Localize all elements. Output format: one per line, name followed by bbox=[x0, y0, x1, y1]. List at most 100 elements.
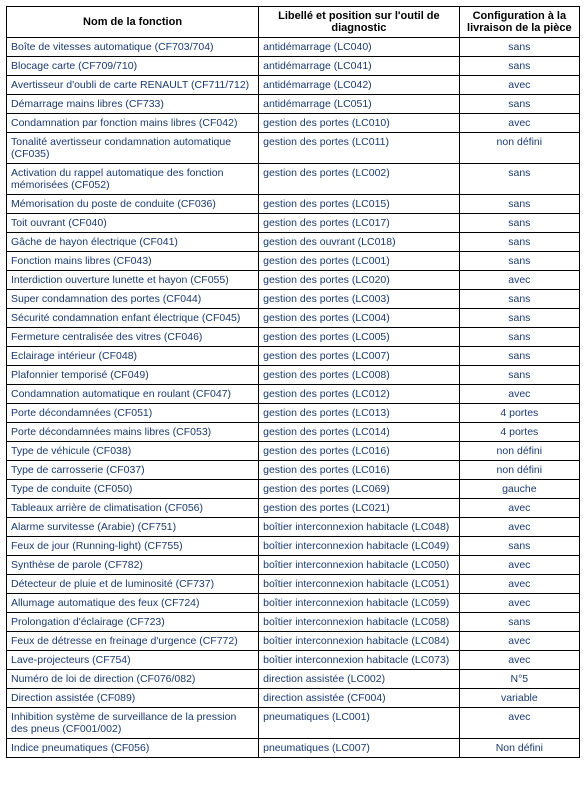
cell-name: Plafonnier temporisé (CF049) bbox=[7, 366, 259, 385]
cell-name: Lave-projecteurs (CF754) bbox=[7, 651, 259, 670]
cell-conf: sans bbox=[459, 195, 579, 214]
cell-diag: antidémarrage (LC042) bbox=[259, 76, 460, 95]
cell-conf: sans bbox=[459, 164, 579, 195]
cell-diag: boîtier interconnexion habitacle (LC058) bbox=[259, 613, 460, 632]
cell-diag: boîtier interconnexion habitacle (LC051) bbox=[259, 575, 460, 594]
cell-diag: gestion des portes (LC020) bbox=[259, 271, 460, 290]
table-row: Super condamnation des portes (CF044)ges… bbox=[7, 290, 580, 309]
cell-conf: avec bbox=[459, 556, 579, 575]
cell-conf: sans bbox=[459, 290, 579, 309]
table-row: Numéro de loi de direction (CF076/082)di… bbox=[7, 670, 580, 689]
cell-diag: boîtier interconnexion habitacle (LC049) bbox=[259, 537, 460, 556]
cell-conf: sans bbox=[459, 233, 579, 252]
cell-conf: avec bbox=[459, 594, 579, 613]
cell-conf: sans bbox=[459, 537, 579, 556]
cell-conf: avec bbox=[459, 651, 579, 670]
cell-diag: boîtier interconnexion habitacle (LC073) bbox=[259, 651, 460, 670]
cell-diag: boîtier interconnexion habitacle (LC048) bbox=[259, 518, 460, 537]
cell-diag: gestion des portes (LC016) bbox=[259, 442, 460, 461]
cell-conf: avec bbox=[459, 76, 579, 95]
cell-diag: gestion des portes (LC011) bbox=[259, 133, 460, 164]
cell-name: Synthèse de parole (CF782) bbox=[7, 556, 259, 575]
cell-diag: boîtier interconnexion habitacle (LC084) bbox=[259, 632, 460, 651]
table-row: Type de conduite (CF050)gestion des port… bbox=[7, 480, 580, 499]
cell-name: Feux de jour (Running-light) (CF755) bbox=[7, 537, 259, 556]
table-row: Interdiction ouverture lunette et hayon … bbox=[7, 271, 580, 290]
table-row: Gâche de hayon électrique (CF041)gestion… bbox=[7, 233, 580, 252]
cell-conf: variable bbox=[459, 689, 579, 708]
cell-name: Direction assistée (CF089) bbox=[7, 689, 259, 708]
cell-name: Détecteur de pluie et de luminosité (CF7… bbox=[7, 575, 259, 594]
cell-diag: gestion des portes (LC015) bbox=[259, 195, 460, 214]
cell-diag: gestion des ouvrant (LC018) bbox=[259, 233, 460, 252]
cell-name: Porte décondamnées mains libres (CF053) bbox=[7, 423, 259, 442]
table-row: Prolongation d'éclairage (CF723)boîtier … bbox=[7, 613, 580, 632]
cell-diag: gestion des portes (LC017) bbox=[259, 214, 460, 233]
cell-name: Avertisseur d'oubli de carte RENAULT (CF… bbox=[7, 76, 259, 95]
cell-conf: N°5 bbox=[459, 670, 579, 689]
cell-name: Tonalité avertisseur condamnation automa… bbox=[7, 133, 259, 164]
cell-name: Fermeture centralisée des vitres (CF046) bbox=[7, 328, 259, 347]
cell-diag: pneumatiques (LC001) bbox=[259, 708, 460, 739]
cell-name: Tableaux arrière de climatisation (CF056… bbox=[7, 499, 259, 518]
table-row: Détecteur de pluie et de luminosité (CF7… bbox=[7, 575, 580, 594]
config-table: Nom de la fonction Libellé et position s… bbox=[6, 6, 580, 758]
table-row: Toit ouvrant (CF040)gestion des portes (… bbox=[7, 214, 580, 233]
cell-conf: avec bbox=[459, 708, 579, 739]
table-row: Démarrage mains libres (CF733)antidémarr… bbox=[7, 95, 580, 114]
table-row: Avertisseur d'oubli de carte RENAULT (CF… bbox=[7, 76, 580, 95]
table-row: Direction assistée (CF089)direction assi… bbox=[7, 689, 580, 708]
cell-name: Eclairage intérieur (CF048) bbox=[7, 347, 259, 366]
table-row: Lave-projecteurs (CF754)boîtier intercon… bbox=[7, 651, 580, 670]
cell-name: Toit ouvrant (CF040) bbox=[7, 214, 259, 233]
cell-conf: sans bbox=[459, 95, 579, 114]
cell-diag: gestion des portes (LC002) bbox=[259, 164, 460, 195]
table-row: Feux de détresse en freinage d'urgence (… bbox=[7, 632, 580, 651]
table-row: Tonalité avertisseur condamnation automa… bbox=[7, 133, 580, 164]
table-row: Indice pneumatiques (CF056)pneumatiques … bbox=[7, 739, 580, 758]
cell-conf: sans bbox=[459, 328, 579, 347]
col-header-conf: Configuration à la livraison de la pièce bbox=[459, 7, 579, 38]
cell-conf: avec bbox=[459, 385, 579, 404]
table-row: Inhibition système de surveillance de la… bbox=[7, 708, 580, 739]
cell-conf: non défini bbox=[459, 133, 579, 164]
table-row: Feux de jour (Running-light) (CF755)boît… bbox=[7, 537, 580, 556]
table-row: Mémorisation du poste de conduite (CF036… bbox=[7, 195, 580, 214]
cell-conf: sans bbox=[459, 347, 579, 366]
cell-diag: pneumatiques (LC007) bbox=[259, 739, 460, 758]
cell-name: Indice pneumatiques (CF056) bbox=[7, 739, 259, 758]
cell-conf: sans bbox=[459, 214, 579, 233]
cell-name: Activation du rappel automatique des fon… bbox=[7, 164, 259, 195]
cell-name: Type de conduite (CF050) bbox=[7, 480, 259, 499]
cell-diag: boîtier interconnexion habitacle (LC050) bbox=[259, 556, 460, 575]
cell-name: Condamnation automatique en roulant (CF0… bbox=[7, 385, 259, 404]
table-row: Sécurité condamnation enfant électrique … bbox=[7, 309, 580, 328]
cell-diag: antidémarrage (LC040) bbox=[259, 38, 460, 57]
cell-conf: Non défini bbox=[459, 739, 579, 758]
cell-conf: sans bbox=[459, 309, 579, 328]
cell-conf: sans bbox=[459, 252, 579, 271]
cell-diag: gestion des portes (LC014) bbox=[259, 423, 460, 442]
table-row: Fonction mains libres (CF043)gestion des… bbox=[7, 252, 580, 271]
cell-diag: gestion des portes (LC001) bbox=[259, 252, 460, 271]
table-body: Boîte de vitesses automatique (CF703/704… bbox=[7, 38, 580, 758]
table-row: Boîte de vitesses automatique (CF703/704… bbox=[7, 38, 580, 57]
cell-diag: gestion des portes (LC004) bbox=[259, 309, 460, 328]
cell-diag: gestion des portes (LC013) bbox=[259, 404, 460, 423]
cell-name: Interdiction ouverture lunette et hayon … bbox=[7, 271, 259, 290]
cell-name: Type de véhicule (CF038) bbox=[7, 442, 259, 461]
cell-conf: avec bbox=[459, 518, 579, 537]
cell-diag: gestion des portes (LC016) bbox=[259, 461, 460, 480]
cell-name: Condamnation par fonction mains libres (… bbox=[7, 114, 259, 133]
cell-conf: avec bbox=[459, 271, 579, 290]
cell-name: Feux de détresse en freinage d'urgence (… bbox=[7, 632, 259, 651]
cell-diag: gestion des portes (LC005) bbox=[259, 328, 460, 347]
cell-name: Fonction mains libres (CF043) bbox=[7, 252, 259, 271]
cell-diag: antidémarrage (LC041) bbox=[259, 57, 460, 76]
cell-diag: direction assistée (LC002) bbox=[259, 670, 460, 689]
cell-conf: sans bbox=[459, 38, 579, 57]
cell-conf: avec bbox=[459, 632, 579, 651]
cell-conf: sans bbox=[459, 57, 579, 76]
cell-conf: gauche bbox=[459, 480, 579, 499]
cell-name: Démarrage mains libres (CF733) bbox=[7, 95, 259, 114]
